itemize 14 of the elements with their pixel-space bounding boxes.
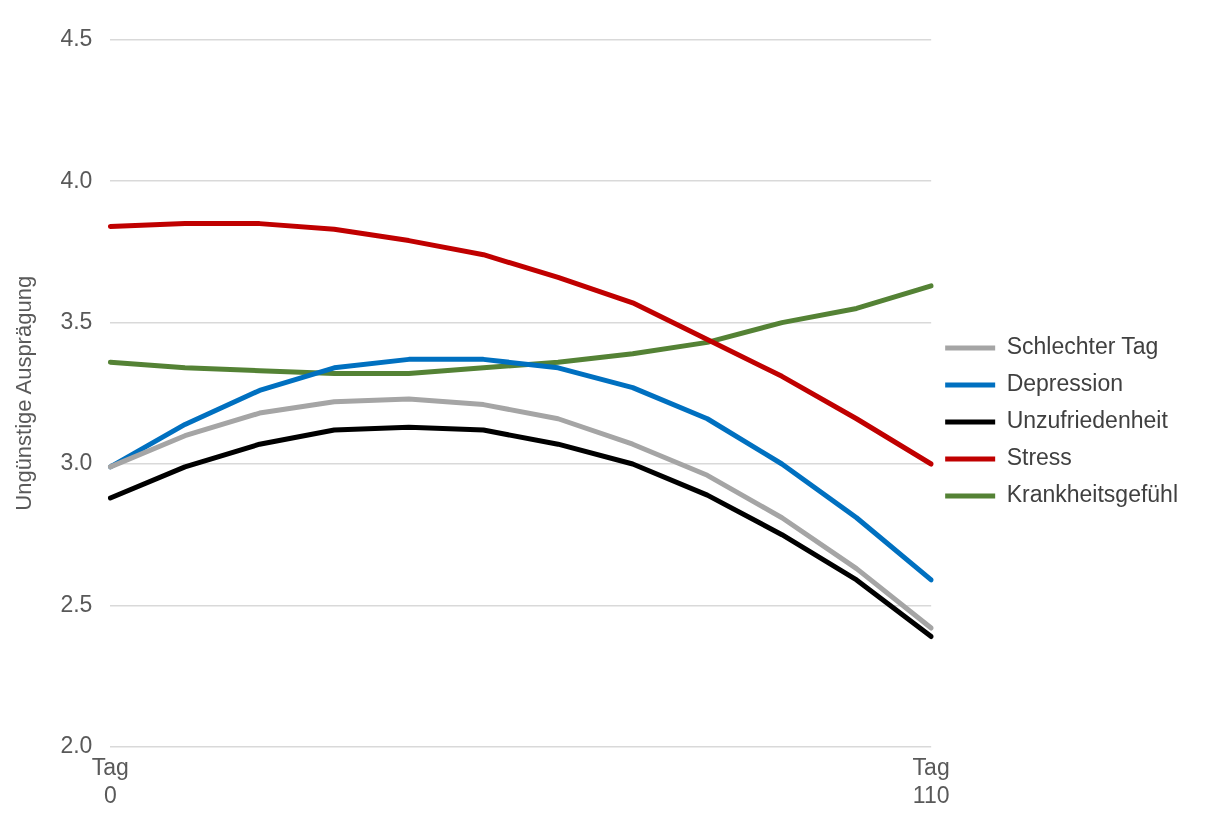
y-tick-label: 2.5 <box>60 590 93 617</box>
legend-label: Stress <box>1006 444 1072 471</box>
y-tick-label: 3.0 <box>60 449 93 476</box>
y-tick-label: 2.0 <box>60 732 93 759</box>
legend-label: Schlechter Tag <box>1006 333 1159 360</box>
x-tick-label: Tag 110 <box>912 753 950 808</box>
y-tick-label: 4.0 <box>60 166 93 193</box>
legend-label: Unzufriedenheit <box>1006 407 1169 434</box>
legend-label: Krankheitsgefühl <box>1006 481 1179 508</box>
x-tick-label: Tag 0 <box>91 753 129 808</box>
legend-label: Depression <box>1006 370 1124 397</box>
y-axis-title: Ungünstige Ausprägung <box>11 275 37 511</box>
y-tick-label: 3.5 <box>60 307 93 334</box>
y-tick-label: 4.5 <box>60 25 93 52</box>
